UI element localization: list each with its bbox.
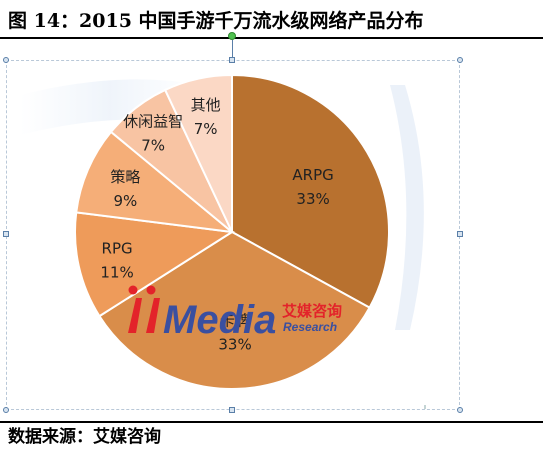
slice-category-label: 卡牌 [220, 311, 250, 329]
slice-category-label: ARPG [292, 166, 333, 184]
pie-slices [74, 73, 390, 390]
resize-handle-bottom-left[interactable] [3, 407, 9, 413]
figure-title: 图 14：2015 中国手游千万流水级网络产品分布 [8, 10, 424, 32]
watermark-logo: Media 艾媒咨询 Research [128, 285, 342, 342]
pie-slice-2[interactable] [98, 230, 371, 390]
pie-slice-3[interactable] [74, 211, 235, 318]
resize-handle-top[interactable] [229, 57, 235, 63]
pie-slice-1[interactable] [231, 73, 390, 309]
watermark-dot-icon [128, 285, 138, 295]
watermark-en-name: Research [283, 320, 337, 334]
background-decoration [20, 79, 424, 330]
slice-category-label: 其他 [191, 96, 221, 114]
rotate-stem [231, 40, 233, 58]
source-note: 数据来源：艾媒咨询 [8, 427, 161, 447]
watermark-dot-icon [146, 285, 156, 295]
slice-value-label: 11% [100, 264, 133, 282]
pie-slice-6[interactable] [163, 73, 233, 233]
title-divider [0, 37, 543, 39]
resize-handle-top-left[interactable] [3, 57, 9, 63]
slice-value-label: 7% [194, 120, 218, 138]
resize-handle-top-right[interactable] [457, 57, 463, 63]
watermark-brand: Media [163, 298, 276, 342]
resize-handle-right[interactable] [457, 231, 463, 237]
pie-labels: ARPG 33% 卡牌 33% RPG 11% 策略 9% 休闲益智 7% 其他 7% [100, 96, 333, 353]
slice-category-label: RPG [102, 240, 133, 258]
resize-handle-bottom[interactable] [229, 407, 235, 413]
resize-handle-left[interactable] [3, 231, 9, 237]
watermark-i-mark-icon [128, 298, 160, 333]
slice-value-label: 33% [218, 335, 251, 353]
slice-value-label: 9% [113, 192, 137, 210]
slice-value-label: 33% [296, 190, 329, 208]
slice-category-label: 休闲益智 [123, 112, 183, 130]
pie-slice-4[interactable] [75, 130, 236, 234]
slice-value-label: 7% [141, 136, 165, 154]
watermark-cn-name: 艾媒咨询 [282, 302, 342, 320]
source-divider [0, 421, 543, 423]
resize-handle-bottom-right[interactable] [457, 407, 463, 413]
slice-category-label: 策略 [110, 168, 140, 186]
rotate-handle-icon[interactable] [228, 32, 236, 40]
